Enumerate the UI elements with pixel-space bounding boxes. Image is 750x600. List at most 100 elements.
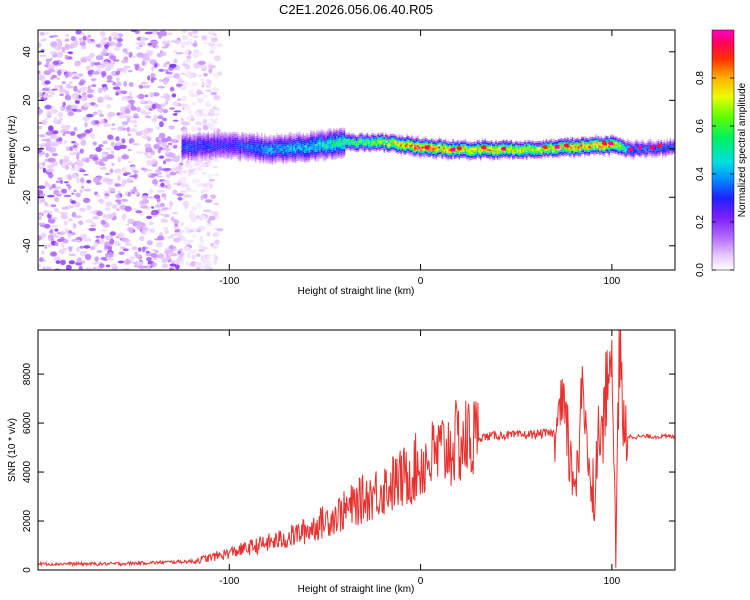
ridge-cell <box>262 148 265 151</box>
ridge-cell <box>455 152 457 155</box>
ridge-cell <box>279 142 281 145</box>
ridge-cell <box>603 151 606 154</box>
noise-cell <box>57 51 63 57</box>
ridge-cell <box>594 153 597 156</box>
ridge-cell <box>265 154 268 156</box>
ridge-cell <box>544 156 546 159</box>
noise-cell <box>151 42 158 46</box>
ridge-cell <box>253 145 255 147</box>
ridge-cell <box>400 146 402 149</box>
ridge-cell <box>510 149 513 152</box>
ridge-cell <box>183 157 185 160</box>
ridge-cell <box>267 160 269 162</box>
noise-cell <box>55 68 64 72</box>
ridge-cell <box>262 154 265 157</box>
noise-cell <box>38 257 44 262</box>
noise-cell <box>80 140 87 146</box>
ridge-cell <box>366 140 369 143</box>
ridge-cell <box>352 149 355 151</box>
noise-cell <box>52 54 57 58</box>
ridge-cell <box>210 146 213 149</box>
ridge-cell <box>456 149 459 152</box>
ridge-cell <box>496 148 499 151</box>
ridge-cell <box>628 155 630 158</box>
ridge-cell <box>536 156 539 159</box>
noise-cell <box>121 138 126 144</box>
ridge-cell <box>587 147 589 150</box>
ridge-cell <box>579 143 581 145</box>
noise-cell <box>81 96 86 100</box>
ridge-cell <box>375 146 378 148</box>
ridge-cell <box>487 144 490 147</box>
ridge-cell <box>300 158 303 161</box>
ridge-cell <box>247 154 249 157</box>
noise-cell <box>152 173 159 177</box>
ridge-cell <box>564 147 566 150</box>
ridge-cell <box>360 140 363 143</box>
ridge-cell <box>351 144 353 147</box>
ridge-cell <box>658 142 661 145</box>
ridge-cell <box>619 153 621 155</box>
ridge-cell <box>409 150 412 153</box>
ridge-cell <box>262 146 265 149</box>
ridge-cell <box>206 158 208 161</box>
ridge-cell <box>190 150 193 153</box>
noise-cell <box>89 127 93 133</box>
noise-cell <box>143 127 152 134</box>
ridge-cell <box>334 156 337 159</box>
noise-cell <box>132 116 140 119</box>
ridge-cell <box>348 142 350 145</box>
ridge-cell <box>472 155 474 158</box>
ridge-cell <box>317 155 320 158</box>
ridge-cell <box>265 142 268 145</box>
ridge-cell <box>610 145 612 147</box>
ridge-cell <box>244 154 246 157</box>
ridge-cell <box>597 151 600 154</box>
ridge-cell <box>438 138 441 141</box>
noise-cell <box>193 168 197 171</box>
ridge-cell <box>293 140 295 143</box>
ridge-cell <box>196 148 199 151</box>
ridge-cell <box>516 151 519 153</box>
ridge-cell <box>499 144 502 147</box>
ridge-cell <box>559 152 562 154</box>
ridge-cell <box>645 145 647 148</box>
ridge-cell <box>574 154 577 156</box>
ridge-cell <box>228 155 231 157</box>
ridge-cell <box>536 144 539 147</box>
ridge-cell <box>340 141 343 144</box>
ridge-cell <box>426 156 428 158</box>
noise-cell <box>119 246 126 249</box>
ridge-cell <box>397 142 399 145</box>
ridge-cell <box>221 145 223 148</box>
noise-cell <box>44 223 51 229</box>
noise-cell <box>187 73 194 80</box>
ridge-cell <box>207 133 210 136</box>
ridge-cell <box>404 137 407 140</box>
ridge-cell <box>634 153 636 156</box>
ridge-cell <box>668 141 670 144</box>
ridge-cell <box>545 150 548 153</box>
ridge-cell <box>590 148 592 151</box>
ridge-cell <box>392 145 395 148</box>
ridge-cell <box>652 151 655 154</box>
ridge-cell <box>646 146 649 149</box>
ridge-cell <box>207 137 210 140</box>
ridge-cell <box>190 144 193 147</box>
ridge-cell <box>222 150 225 153</box>
ridge-cell <box>421 142 424 145</box>
ridge-cell <box>300 150 303 153</box>
ridge-cell <box>567 151 569 154</box>
ridge-cell <box>577 154 580 157</box>
ridge-cell <box>316 134 318 137</box>
ridge-cell <box>184 141 187 144</box>
ridge-cell <box>202 132 205 135</box>
ridge-cell <box>443 151 445 154</box>
ridge-cell <box>476 155 479 158</box>
ridge-cell <box>225 137 228 140</box>
ridge-cell <box>192 153 194 156</box>
ridge-cell <box>400 138 402 141</box>
ridge-cell <box>328 140 330 142</box>
ridge-cell <box>440 152 442 154</box>
ridge-cell <box>340 137 343 140</box>
